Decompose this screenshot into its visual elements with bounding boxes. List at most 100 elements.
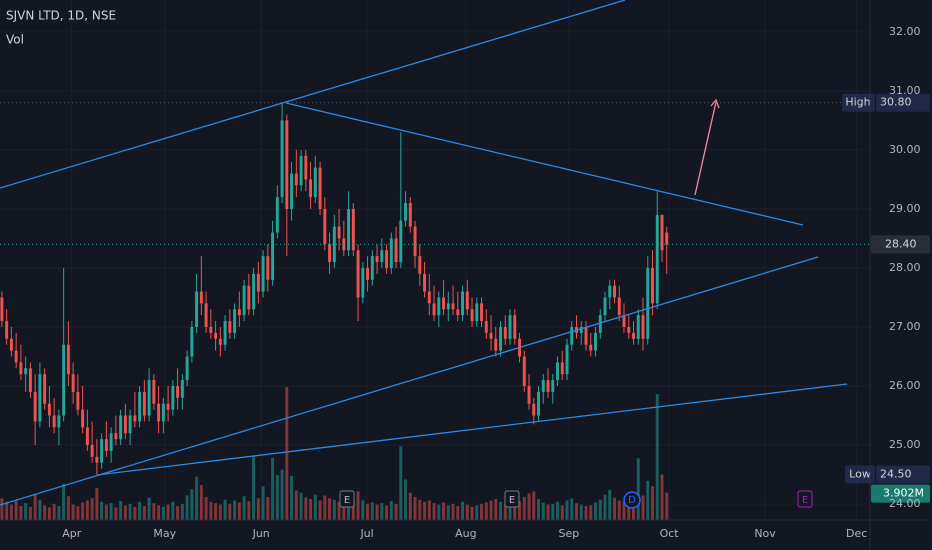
candle-body <box>489 332 493 339</box>
candle-body <box>280 120 284 198</box>
volume-bar <box>404 479 408 520</box>
volume-bar <box>413 496 417 520</box>
volume-bar <box>142 506 146 520</box>
volume-bar <box>266 496 270 520</box>
volume-bar <box>446 505 450 520</box>
event-label: E <box>509 495 515 506</box>
volume-bar <box>508 503 512 520</box>
volume-bar <box>603 494 607 520</box>
volume-bar <box>551 503 555 520</box>
candle-body <box>318 167 322 209</box>
y-tick-label: 31.00 <box>889 84 921 97</box>
candle-body <box>570 326 574 345</box>
volume-bar <box>24 503 28 520</box>
candle-body <box>632 332 635 339</box>
volume-bar <box>114 507 118 520</box>
candle-layer <box>0 102 669 475</box>
volume-bar <box>271 457 275 520</box>
candle-body <box>366 267 370 280</box>
volume-bar <box>565 500 569 520</box>
volume-bar <box>489 500 493 520</box>
candle-body <box>423 273 427 292</box>
candle-body <box>546 380 550 392</box>
candle-body <box>157 403 161 422</box>
candle-body <box>332 226 336 263</box>
volume-bar <box>361 500 365 520</box>
candle-body <box>261 256 265 292</box>
candle-body <box>399 220 403 263</box>
volume-bar <box>584 506 588 520</box>
candle-body <box>81 409 85 428</box>
y-tick-label: 30.00 <box>889 143 921 156</box>
candle-body <box>228 321 232 333</box>
candle-body <box>185 356 189 381</box>
candle-body <box>100 439 104 463</box>
volume-bar <box>470 506 474 520</box>
x-tick-label: Aug <box>455 527 476 540</box>
volume-layer <box>0 387 669 520</box>
low-value: 24.50 <box>880 468 912 481</box>
event-icon <box>504 490 520 508</box>
volume-bar <box>128 503 132 520</box>
candle-body <box>133 415 137 422</box>
candle-body <box>470 309 474 322</box>
candle-body <box>43 374 47 404</box>
volume-bar <box>161 506 165 520</box>
candle-body <box>176 386 180 398</box>
volume-bar <box>318 500 322 520</box>
volume-bar <box>480 503 484 520</box>
candle-body <box>218 338 222 345</box>
volume-bar <box>90 498 94 520</box>
volume-bar <box>66 496 70 520</box>
x-tick-label: May <box>153 527 176 540</box>
volume-bar <box>228 503 232 520</box>
candle-body <box>285 120 289 209</box>
candle-body <box>484 321 488 333</box>
volume-bar <box>133 506 137 520</box>
candle-body <box>608 285 612 298</box>
volume-bar <box>632 499 635 520</box>
event-markers: E E D E <box>339 490 813 509</box>
candle-body <box>161 403 165 422</box>
volume-bar <box>304 497 308 520</box>
volume-bar <box>451 503 455 520</box>
candle-body <box>24 368 28 375</box>
candle-body <box>522 356 526 387</box>
candle-body <box>62 344 66 416</box>
candle-body <box>304 155 308 180</box>
volume-bar <box>399 446 403 520</box>
volume-bar <box>579 504 583 520</box>
chart-title: SJVN LTD, 1D, NSE <box>6 9 116 23</box>
volume-bar <box>651 486 654 520</box>
volume-title: Vol <box>6 33 24 47</box>
trend-line <box>0 0 626 189</box>
high-value: 30.80 <box>880 96 912 109</box>
y-tick-label: 27.00 <box>889 320 921 333</box>
volume-bar <box>655 394 659 520</box>
volume-bar <box>380 503 384 520</box>
last-volume-box <box>871 484 930 503</box>
volume-bar <box>252 455 256 520</box>
volume-bar <box>337 501 341 520</box>
candle-body <box>389 238 393 268</box>
volume-bar <box>185 495 189 520</box>
event-icon <box>339 490 355 508</box>
candle-body <box>214 332 218 339</box>
candle-body <box>247 285 251 310</box>
event-icon <box>623 491 641 509</box>
event-label: D <box>628 495 636 506</box>
volume-bar <box>256 498 260 520</box>
candle-body <box>209 326 213 333</box>
volume-bar <box>394 503 398 520</box>
candle-body <box>508 315 512 339</box>
volume-bar <box>294 490 298 520</box>
volume-bar <box>484 502 488 520</box>
candle-body <box>655 214 659 304</box>
trend-line <box>0 256 819 506</box>
candle-body <box>90 445 94 457</box>
candle-body <box>52 415 56 428</box>
candle-body <box>560 362 564 375</box>
candle-body <box>47 403 51 416</box>
volume-bar <box>218 504 222 520</box>
